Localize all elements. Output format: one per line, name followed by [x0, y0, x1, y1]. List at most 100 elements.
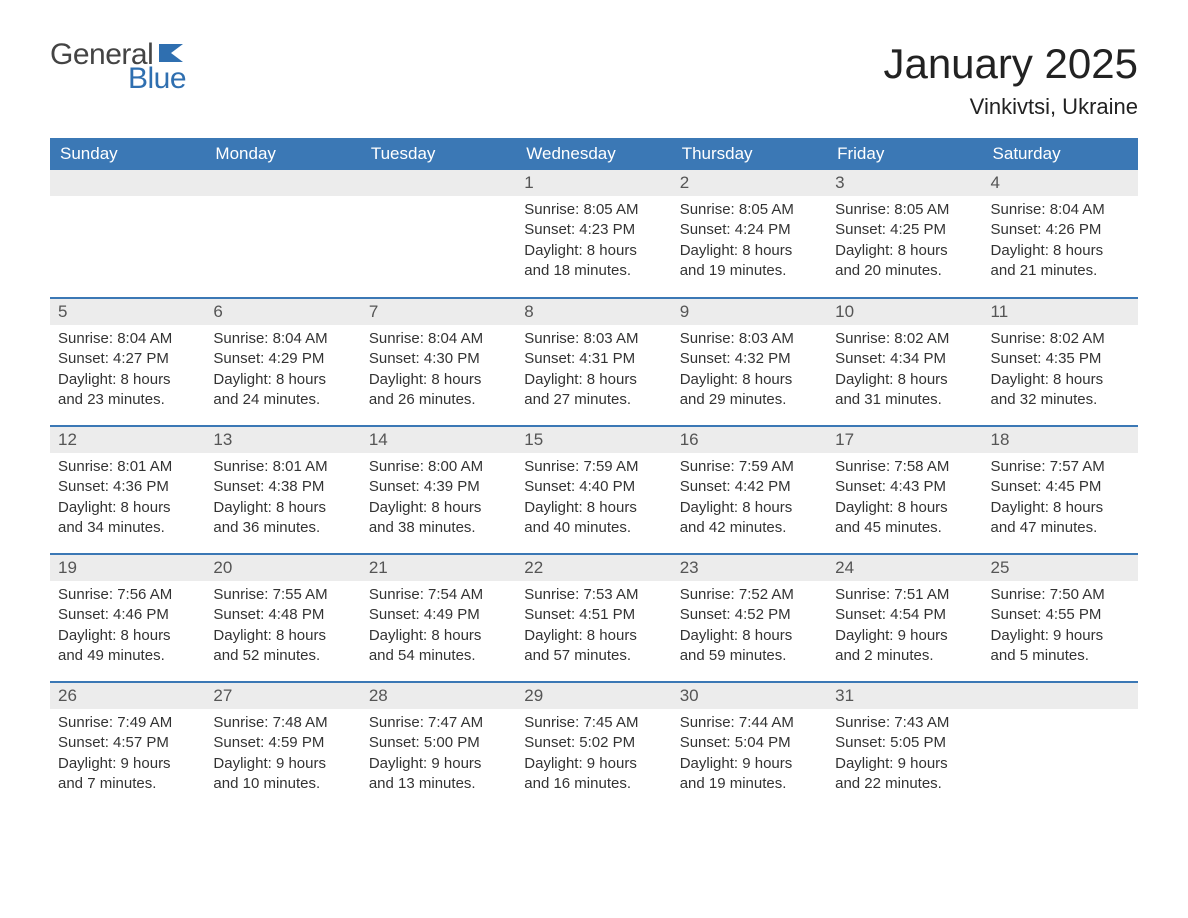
- sunset-text: Sunset: 4:31 PM: [524, 349, 663, 369]
- day-number: 14: [361, 427, 516, 453]
- month-title: January 2025: [883, 40, 1138, 88]
- sunset-text: Sunset: 5:00 PM: [369, 733, 508, 753]
- calendar-day-cell: [983, 682, 1138, 810]
- weekday-header: Monday: [205, 138, 360, 170]
- day-details: Sunrise: 7:56 AMSunset: 4:46 PMDaylight:…: [50, 581, 205, 676]
- day-details: Sunrise: 8:05 AMSunset: 4:23 PMDaylight:…: [516, 196, 671, 291]
- weekday-header: Friday: [827, 138, 982, 170]
- sunset-text: Sunset: 4:23 PM: [524, 220, 663, 240]
- calendar-day-cell: 13Sunrise: 8:01 AMSunset: 4:38 PMDayligh…: [205, 426, 360, 554]
- location-label: Vinkivtsi, Ukraine: [883, 94, 1138, 120]
- sunset-text: Sunset: 4:57 PM: [58, 733, 197, 753]
- sunrise-text: Sunrise: 8:04 AM: [58, 329, 197, 349]
- sunrise-text: Sunrise: 8:00 AM: [369, 457, 508, 477]
- day-details: Sunrise: 8:05 AMSunset: 4:25 PMDaylight:…: [827, 196, 982, 291]
- calendar-day-cell: [205, 170, 360, 298]
- sunrise-text: Sunrise: 8:04 AM: [213, 329, 352, 349]
- calendar-day-cell: 24Sunrise: 7:51 AMSunset: 4:54 PMDayligh…: [827, 554, 982, 682]
- sunset-text: Sunset: 4:38 PM: [213, 477, 352, 497]
- title-block: January 2025 Vinkivtsi, Ukraine: [883, 40, 1138, 120]
- sunrise-text: Sunrise: 7:57 AM: [991, 457, 1130, 477]
- sunrise-text: Sunrise: 8:02 AM: [835, 329, 974, 349]
- day-details: Sunrise: 7:54 AMSunset: 4:49 PMDaylight:…: [361, 581, 516, 676]
- day-number: 26: [50, 683, 205, 709]
- day-details: Sunrise: 7:47 AMSunset: 5:00 PMDaylight:…: [361, 709, 516, 804]
- daylight-text: Daylight: 8 hours and 31 minutes.: [835, 370, 974, 411]
- sunset-text: Sunset: 4:24 PM: [680, 220, 819, 240]
- day-number: 19: [50, 555, 205, 581]
- daylight-text: Daylight: 8 hours and 24 minutes.: [213, 370, 352, 411]
- sunrise-text: Sunrise: 8:01 AM: [58, 457, 197, 477]
- daylight-text: Daylight: 8 hours and 47 minutes.: [991, 498, 1130, 539]
- sunset-text: Sunset: 4:51 PM: [524, 605, 663, 625]
- day-details: Sunrise: 8:04 AMSunset: 4:26 PMDaylight:…: [983, 196, 1138, 291]
- sunset-text: Sunset: 4:43 PM: [835, 477, 974, 497]
- day-details: Sunrise: 8:02 AMSunset: 4:35 PMDaylight:…: [983, 325, 1138, 420]
- daylight-text: Daylight: 8 hours and 32 minutes.: [991, 370, 1130, 411]
- daylight-text: Daylight: 8 hours and 19 minutes.: [680, 241, 819, 282]
- day-number: 13: [205, 427, 360, 453]
- sunrise-text: Sunrise: 8:01 AM: [213, 457, 352, 477]
- sunrise-text: Sunrise: 8:03 AM: [524, 329, 663, 349]
- day-details: Sunrise: 7:58 AMSunset: 4:43 PMDaylight:…: [827, 453, 982, 548]
- day-number: 30: [672, 683, 827, 709]
- day-details: Sunrise: 8:01 AMSunset: 4:38 PMDaylight:…: [205, 453, 360, 548]
- daylight-text: Daylight: 9 hours and 19 minutes.: [680, 754, 819, 795]
- day-number: 25: [983, 555, 1138, 581]
- calendar-day-cell: 21Sunrise: 7:54 AMSunset: 4:49 PMDayligh…: [361, 554, 516, 682]
- day-details: Sunrise: 7:45 AMSunset: 5:02 PMDaylight:…: [516, 709, 671, 804]
- daylight-text: Daylight: 9 hours and 22 minutes.: [835, 754, 974, 795]
- day-details: Sunrise: 7:57 AMSunset: 4:45 PMDaylight:…: [983, 453, 1138, 548]
- day-number: 20: [205, 555, 360, 581]
- sunrise-text: Sunrise: 7:50 AM: [991, 585, 1130, 605]
- calendar-day-cell: 7Sunrise: 8:04 AMSunset: 4:30 PMDaylight…: [361, 298, 516, 426]
- sunset-text: Sunset: 4:27 PM: [58, 349, 197, 369]
- daylight-text: Daylight: 8 hours and 29 minutes.: [680, 370, 819, 411]
- weekday-header: Sunday: [50, 138, 205, 170]
- calendar-day-cell: 14Sunrise: 8:00 AMSunset: 4:39 PMDayligh…: [361, 426, 516, 554]
- day-details: Sunrise: 8:04 AMSunset: 4:29 PMDaylight:…: [205, 325, 360, 420]
- daylight-text: Daylight: 8 hours and 23 minutes.: [58, 370, 197, 411]
- calendar-day-cell: 17Sunrise: 7:58 AMSunset: 4:43 PMDayligh…: [827, 426, 982, 554]
- calendar-body: 1Sunrise: 8:05 AMSunset: 4:23 PMDaylight…: [50, 170, 1138, 810]
- sunset-text: Sunset: 4:34 PM: [835, 349, 974, 369]
- calendar-header-row: SundayMondayTuesdayWednesdayThursdayFrid…: [50, 138, 1138, 170]
- day-details: Sunrise: 7:55 AMSunset: 4:48 PMDaylight:…: [205, 581, 360, 676]
- day-number: 9: [672, 299, 827, 325]
- logo: General Blue: [50, 40, 191, 94]
- sunset-text: Sunset: 4:42 PM: [680, 477, 819, 497]
- sunrise-text: Sunrise: 7:55 AM: [213, 585, 352, 605]
- day-number: 8: [516, 299, 671, 325]
- sunset-text: Sunset: 4:39 PM: [369, 477, 508, 497]
- daylight-text: Daylight: 8 hours and 42 minutes.: [680, 498, 819, 539]
- sunset-text: Sunset: 4:25 PM: [835, 220, 974, 240]
- day-details: Sunrise: 8:00 AMSunset: 4:39 PMDaylight:…: [361, 453, 516, 548]
- day-details: Sunrise: 7:52 AMSunset: 4:52 PMDaylight:…: [672, 581, 827, 676]
- sunrise-text: Sunrise: 8:02 AM: [991, 329, 1130, 349]
- day-number: 10: [827, 299, 982, 325]
- calendar-day-cell: 30Sunrise: 7:44 AMSunset: 5:04 PMDayligh…: [672, 682, 827, 810]
- day-number: 3: [827, 170, 982, 196]
- daylight-text: Daylight: 9 hours and 10 minutes.: [213, 754, 352, 795]
- sunset-text: Sunset: 5:05 PM: [835, 733, 974, 753]
- weekday-header: Tuesday: [361, 138, 516, 170]
- day-number: 23: [672, 555, 827, 581]
- day-number: 22: [516, 555, 671, 581]
- calendar-table: SundayMondayTuesdayWednesdayThursdayFrid…: [50, 138, 1138, 810]
- day-details: Sunrise: 7:43 AMSunset: 5:05 PMDaylight:…: [827, 709, 982, 804]
- day-details: Sunrise: 8:03 AMSunset: 4:32 PMDaylight:…: [672, 325, 827, 420]
- calendar-day-cell: 23Sunrise: 7:52 AMSunset: 4:52 PMDayligh…: [672, 554, 827, 682]
- daylight-text: Daylight: 8 hours and 21 minutes.: [991, 241, 1130, 282]
- day-number: 6: [205, 299, 360, 325]
- sunset-text: Sunset: 4:49 PM: [369, 605, 508, 625]
- daylight-text: Daylight: 8 hours and 40 minutes.: [524, 498, 663, 539]
- daylight-text: Daylight: 8 hours and 59 minutes.: [680, 626, 819, 667]
- sunrise-text: Sunrise: 7:56 AM: [58, 585, 197, 605]
- day-details: Sunrise: 7:48 AMSunset: 4:59 PMDaylight:…: [205, 709, 360, 804]
- day-number: 1: [516, 170, 671, 196]
- day-number: 16: [672, 427, 827, 453]
- day-number: 2: [672, 170, 827, 196]
- day-number: 15: [516, 427, 671, 453]
- calendar-day-cell: 1Sunrise: 8:05 AMSunset: 4:23 PMDaylight…: [516, 170, 671, 298]
- day-details: Sunrise: 8:04 AMSunset: 4:30 PMDaylight:…: [361, 325, 516, 420]
